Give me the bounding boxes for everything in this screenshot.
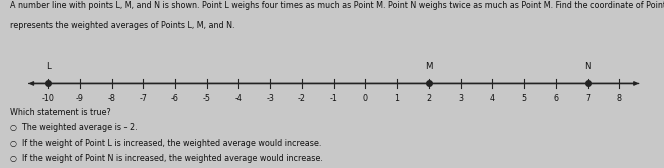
Text: Which statement is true?: Which statement is true? — [10, 108, 111, 117]
Text: -2: -2 — [298, 94, 306, 103]
Text: 3: 3 — [458, 94, 463, 103]
Text: represents the weighted averages of Points L, M, and N.: represents the weighted averages of Poin… — [10, 21, 234, 30]
Text: -5: -5 — [203, 94, 210, 103]
Text: 0: 0 — [363, 94, 368, 103]
Text: N: N — [584, 62, 591, 71]
Text: -6: -6 — [171, 94, 179, 103]
Text: -7: -7 — [139, 94, 147, 103]
Text: M: M — [425, 62, 433, 71]
Text: 5: 5 — [521, 94, 527, 103]
Text: -4: -4 — [234, 94, 242, 103]
Text: 4: 4 — [490, 94, 495, 103]
Text: 6: 6 — [553, 94, 558, 103]
Text: 8: 8 — [617, 94, 622, 103]
Text: -10: -10 — [42, 94, 54, 103]
Text: 2: 2 — [426, 94, 432, 103]
Text: -8: -8 — [108, 94, 116, 103]
Text: 1: 1 — [394, 94, 400, 103]
Text: -1: -1 — [330, 94, 337, 103]
Text: A number line with points L, M, and N is shown. Point L weighs four times as muc: A number line with points L, M, and N is… — [10, 1, 664, 10]
Text: 7: 7 — [585, 94, 590, 103]
Text: L: L — [46, 62, 50, 71]
Text: ○  The weighted average is – 2.: ○ The weighted average is – 2. — [10, 123, 137, 133]
Text: -9: -9 — [76, 94, 84, 103]
Text: -3: -3 — [266, 94, 274, 103]
Text: ○  If the weight of Point N is increased, the weighted average would increase.: ○ If the weight of Point N is increased,… — [10, 154, 323, 163]
Text: ○  If the weight of Point L is increased, the weighted average would increase.: ○ If the weight of Point L is increased,… — [10, 139, 321, 148]
